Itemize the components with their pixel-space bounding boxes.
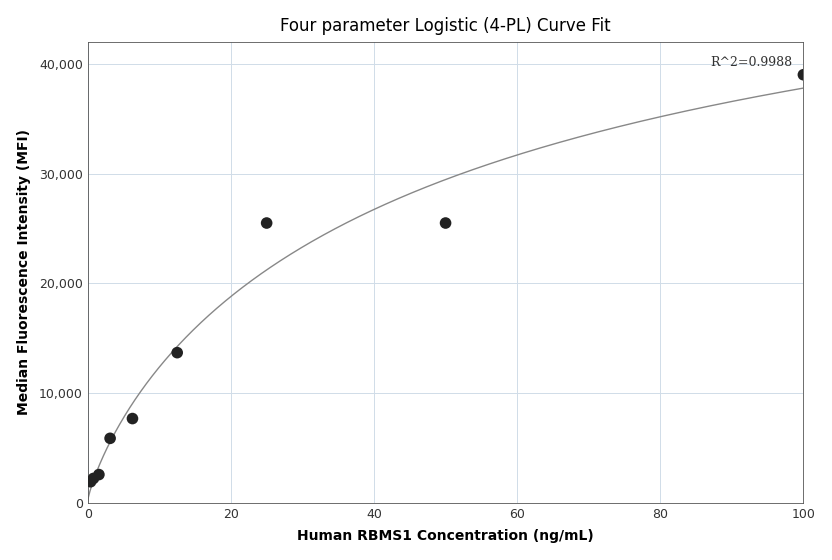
- Point: [171, 348, 184, 357]
- X-axis label: Human RBMS1 Concentration (ng/mL): Human RBMS1 Concentration (ng/mL): [297, 529, 594, 543]
- Point: [126, 414, 139, 423]
- Point: [87, 474, 100, 483]
- Point: [797, 70, 810, 79]
- Y-axis label: Median Fluorescence Intensity (MFI): Median Fluorescence Intensity (MFI): [17, 129, 31, 416]
- Point: [84, 477, 97, 486]
- Point: [439, 218, 453, 227]
- Point: [260, 218, 273, 227]
- Point: [103, 434, 116, 443]
- Point: [92, 470, 106, 479]
- Text: R^2=0.9988: R^2=0.9988: [711, 55, 793, 69]
- Title: Four parameter Logistic (4-PL) Curve Fit: Four parameter Logistic (4-PL) Curve Fit: [280, 17, 611, 35]
